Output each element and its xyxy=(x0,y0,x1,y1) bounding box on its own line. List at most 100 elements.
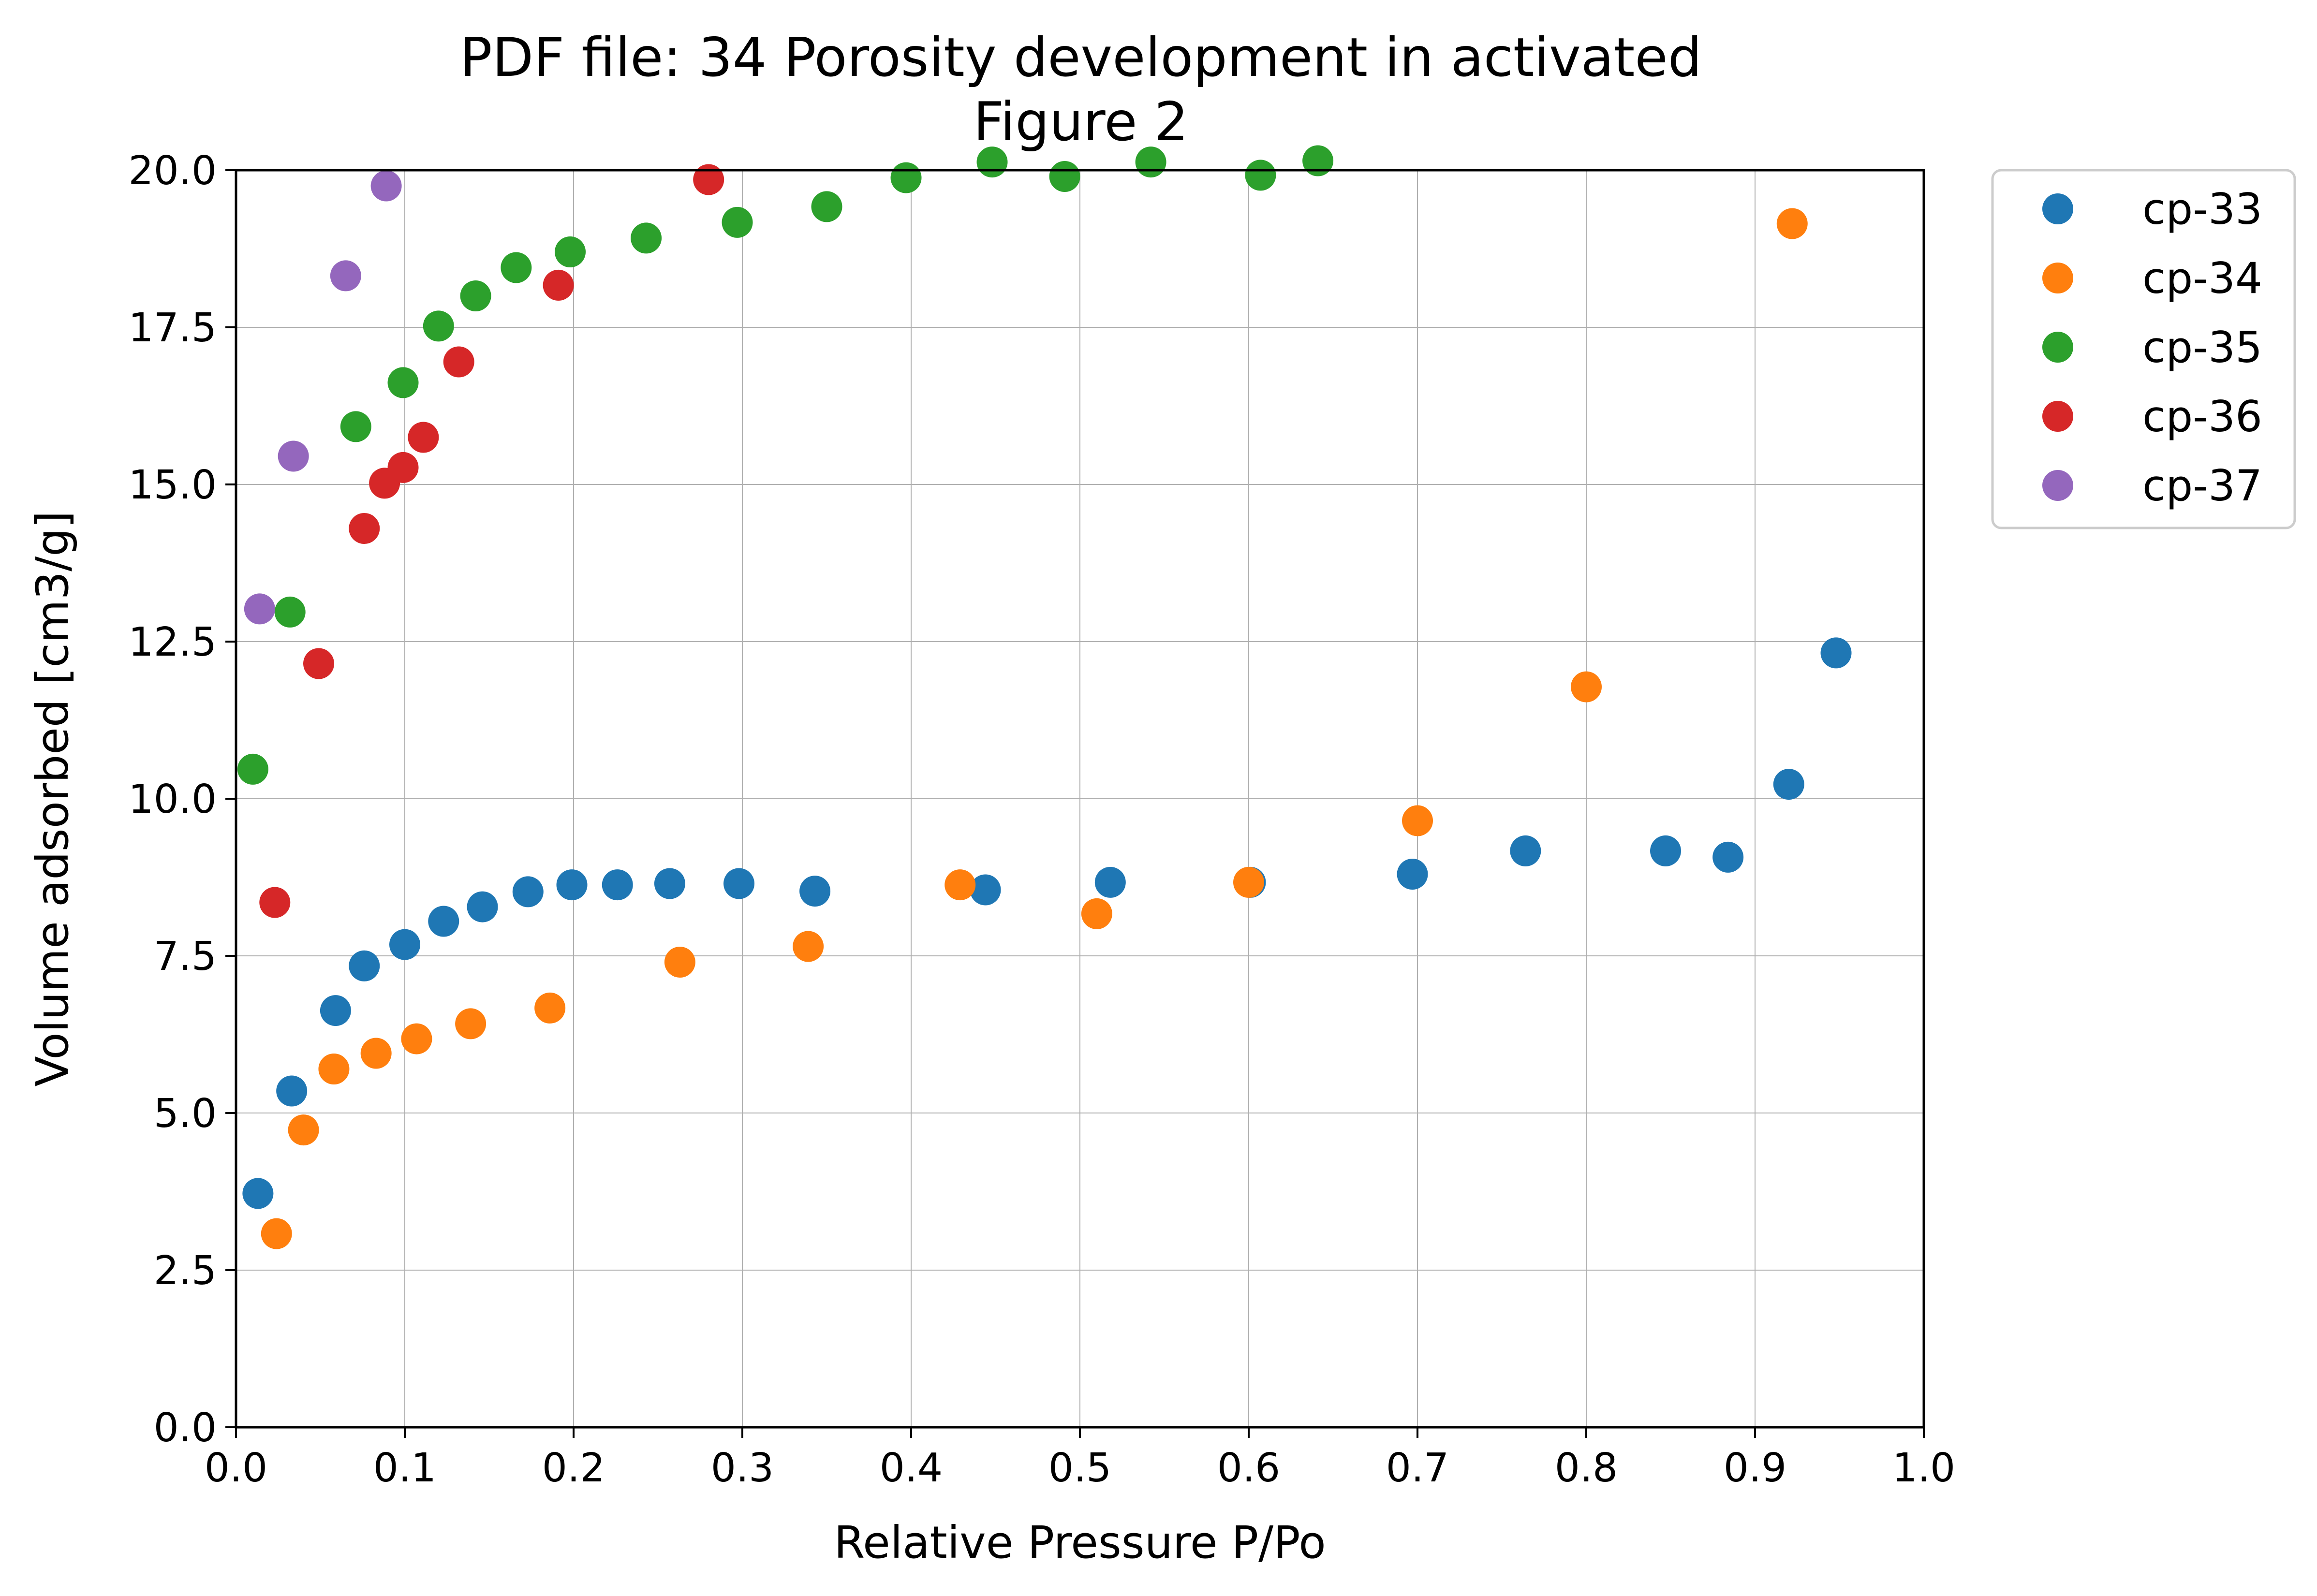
data-point xyxy=(890,162,922,193)
data-point xyxy=(242,1178,274,1209)
data-point xyxy=(370,170,402,202)
series-cp-37 xyxy=(244,170,402,625)
data-point xyxy=(274,596,306,628)
y-tick-label: 12.5 xyxy=(128,619,217,665)
data-point xyxy=(1510,835,1541,866)
data-point xyxy=(423,310,454,342)
y-axis-ticks: 0.0 2.5 5.0 7.5 10.0 12.5 15.0 17.5 20.0 xyxy=(128,148,236,1451)
legend-marker xyxy=(2042,470,2073,501)
x-tick-label: 0.5 xyxy=(1048,1445,1111,1491)
y-axis-label: Volume adsorbed [cm3/g] xyxy=(27,511,78,1087)
series-cp-33 xyxy=(242,637,1852,1209)
data-point xyxy=(303,648,335,679)
data-point xyxy=(276,1075,308,1107)
legend-marker xyxy=(2042,332,2073,363)
data-point xyxy=(320,995,351,1026)
legend-label: cp-35 xyxy=(2142,322,2262,372)
data-point xyxy=(602,869,633,901)
x-tick-label: 0.2 xyxy=(542,1445,605,1491)
data-point xyxy=(1233,866,1264,898)
data-point xyxy=(970,874,1001,906)
data-point xyxy=(693,164,724,195)
data-point xyxy=(654,868,685,899)
series-cp-34 xyxy=(261,208,1808,1249)
data-point xyxy=(811,191,842,222)
data-point xyxy=(1712,841,1744,873)
data-point xyxy=(244,593,275,625)
y-tick-label: 2.5 xyxy=(154,1248,217,1294)
data-point xyxy=(349,513,380,544)
chart-title-line-1: PDF file: 34 Porosity development in act… xyxy=(460,27,1702,89)
data-point xyxy=(288,1114,319,1146)
x-tick-label: 0.6 xyxy=(1217,1445,1280,1491)
data-point xyxy=(1049,161,1080,192)
y-tick-label: 20.0 xyxy=(128,148,217,194)
data-point xyxy=(349,950,380,981)
legend-label: cp-33 xyxy=(2142,184,2262,234)
data-point xyxy=(387,452,419,483)
data-point xyxy=(1773,769,1804,800)
data-point xyxy=(1571,671,1602,703)
data-point xyxy=(330,260,361,292)
x-tick-label: 0.7 xyxy=(1386,1445,1449,1491)
data-point xyxy=(237,753,268,785)
data-point xyxy=(428,906,459,937)
data-point xyxy=(664,947,695,978)
data-point xyxy=(408,422,439,453)
data-point xyxy=(556,869,588,901)
data-point xyxy=(1820,637,1852,669)
x-tick-label: 0.8 xyxy=(1555,1445,1618,1491)
data-point xyxy=(401,1023,432,1054)
x-tick-label: 0.4 xyxy=(880,1445,943,1491)
data-point xyxy=(340,411,371,442)
y-tick-label: 5.0 xyxy=(154,1091,217,1137)
data-point xyxy=(793,931,824,962)
data-point xyxy=(945,869,976,901)
data-point xyxy=(1402,805,1433,836)
legend-label: cp-34 xyxy=(2142,253,2262,303)
data-point xyxy=(318,1054,350,1084)
data-point xyxy=(534,992,566,1024)
x-tick-label: 0.1 xyxy=(373,1445,436,1491)
data-point xyxy=(261,1218,292,1249)
data-point xyxy=(360,1038,392,1069)
data-point xyxy=(543,269,574,301)
data-point xyxy=(259,887,291,918)
legend-label: cp-37 xyxy=(2142,461,2262,511)
data-point xyxy=(501,252,532,283)
data-point xyxy=(1245,160,1276,191)
data-point xyxy=(278,440,309,472)
x-tick-label: 1.0 xyxy=(1892,1445,1955,1491)
data-point xyxy=(722,206,753,238)
data-point xyxy=(555,236,586,267)
data-point xyxy=(976,146,1008,178)
data-point xyxy=(512,876,544,908)
series-cp-36 xyxy=(259,164,724,918)
series-cp-35 xyxy=(237,145,1334,785)
data-points xyxy=(237,145,1852,1249)
data-point xyxy=(1397,859,1428,890)
legend-label: cp-36 xyxy=(2142,392,2262,441)
x-tick-label: 0.3 xyxy=(711,1445,774,1491)
data-point xyxy=(455,1008,487,1040)
data-point xyxy=(1650,835,1682,866)
legend-marker xyxy=(2042,263,2073,293)
data-point xyxy=(631,222,662,254)
data-point xyxy=(1302,145,1334,176)
data-point xyxy=(387,367,419,398)
data-point xyxy=(443,346,474,378)
y-tick-label: 17.5 xyxy=(128,305,217,351)
legend-marker xyxy=(2042,401,2073,432)
data-point xyxy=(723,868,755,899)
y-tick-label: 15.0 xyxy=(128,462,217,508)
y-tick-label: 10.0 xyxy=(128,776,217,822)
data-point xyxy=(1094,866,1126,898)
x-tick-label: 0.0 xyxy=(205,1445,267,1491)
legend-box xyxy=(1991,169,2296,529)
data-point xyxy=(467,891,498,922)
legend: cp-33 cp-34 cp-35 cp-36 cp-37 xyxy=(1991,169,2296,529)
data-point xyxy=(1776,208,1808,239)
x-axis-label: Relative Pressure P/Po xyxy=(834,1517,1326,1568)
legend-marker xyxy=(2042,193,2073,224)
